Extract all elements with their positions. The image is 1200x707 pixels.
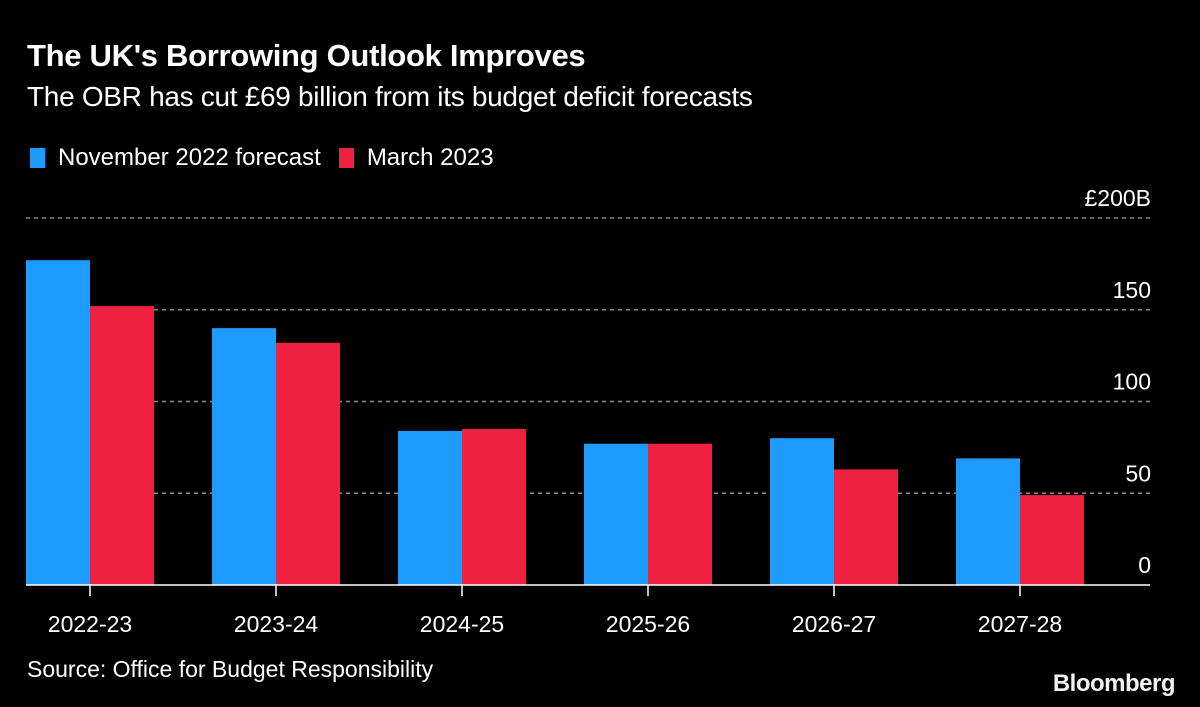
bar-march-2023 — [462, 429, 526, 585]
source-note: Source: Office for Budget Responsibility — [27, 656, 434, 682]
x-tick-label: 2023-24 — [234, 611, 319, 637]
legend-item-march-2023: March 2023 — [338, 144, 494, 172]
legend-swatch-march-2023 — [338, 148, 354, 168]
x-tick-label: 2022-23 — [48, 611, 132, 637]
bar-march-2023 — [276, 342, 340, 585]
legend-swatch-november-2022 — [30, 148, 45, 168]
chart-title: The UK's Borrowing Outlook Improves — [27, 38, 586, 73]
legend-label-march-2023: March 2023 — [366, 144, 494, 171]
x-tick-label: 2024-25 — [420, 611, 504, 637]
x-tick-label: 2027-28 — [978, 611, 1062, 637]
bar-november-2022 — [584, 443, 648, 585]
chart-subtitle: The OBR has cut £69 billion from its bud… — [27, 81, 753, 112]
bar-march-2023 — [834, 469, 898, 585]
y-tick-label: 100 — [1113, 369, 1151, 395]
x-tick-label: 2025-26 — [606, 611, 690, 637]
y-tick-label: 50 — [1125, 460, 1151, 486]
bar-november-2022 — [770, 438, 834, 585]
bloomberg-logo: Bloomberg — [1052, 670, 1176, 697]
legend-label-november-2022: November 2022 forecast — [58, 144, 321, 171]
bar-november-2022 — [26, 260, 90, 585]
y-tick-label: 150 — [1113, 277, 1151, 303]
legend: November 2022 forecast March 2023 — [30, 144, 512, 172]
bar-november-2022 — [956, 458, 1020, 585]
y-tick-label: £200B — [1084, 185, 1151, 211]
y-tick-label: 0 — [1138, 552, 1151, 578]
bar-march-2023 — [90, 306, 154, 585]
bar-march-2023 — [648, 443, 712, 585]
bar-november-2022 — [212, 328, 276, 585]
x-tick-label: 2026-27 — [792, 611, 876, 637]
bar-march-2023 — [1020, 495, 1084, 585]
legend-item-november-2022: November 2022 forecast — [30, 144, 321, 172]
bar-november-2022 — [398, 430, 462, 585]
